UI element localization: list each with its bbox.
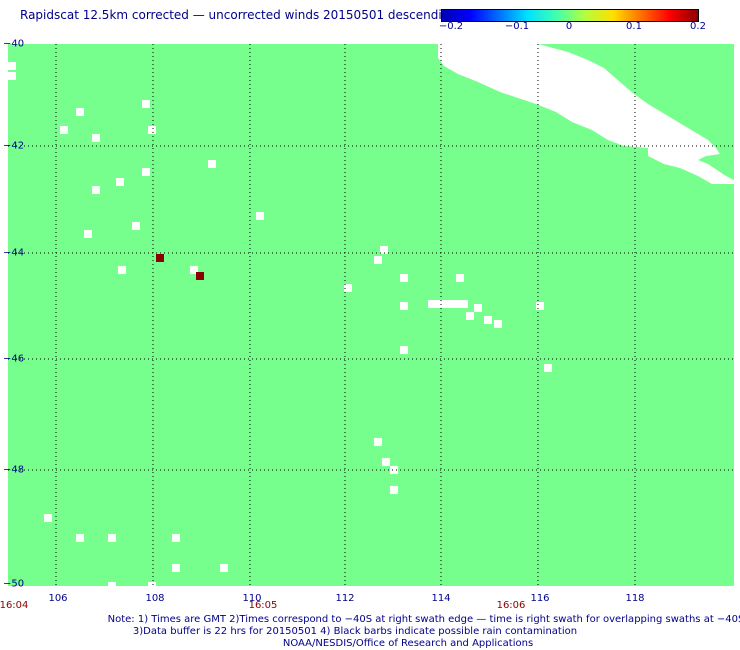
x-axis-label: 108 — [145, 593, 165, 604]
y-axis-label: −50 — [3, 578, 25, 590]
no-data-cell — [76, 108, 84, 116]
no-data-cell — [44, 514, 52, 522]
no-data-cell — [444, 300, 452, 308]
no-data-cell — [460, 300, 468, 308]
no-data-cell — [108, 582, 116, 586]
x-axis-label: 116 — [530, 593, 550, 604]
no-data-cell — [400, 274, 408, 282]
no-data-cell — [390, 466, 398, 474]
wind-map[interactable] — [8, 44, 734, 586]
no-data-cell — [484, 316, 492, 324]
no-data-cell — [382, 458, 390, 466]
x-axis-label: 118 — [625, 593, 645, 604]
note-line: Note: 1) Times are GMT 2)Times correspon… — [107, 614, 740, 625]
no-data-cell — [60, 126, 68, 134]
no-data-cell — [208, 160, 216, 168]
x-axis-label: 110 — [242, 593, 262, 604]
data-cell-high — [156, 254, 164, 262]
no-data-cell — [172, 534, 180, 542]
note-line: 3)Data buffer is 22 hrs for 20150501 4) … — [132, 626, 578, 637]
time-label: 16:05 — [248, 600, 278, 611]
no-data-cell — [380, 246, 388, 254]
x-axis-label: 112 — [335, 593, 355, 604]
no-data-cell — [374, 438, 382, 446]
colorbar-tick: 0 — [565, 21, 573, 32]
no-data-cell — [390, 486, 398, 494]
no-data-cell — [428, 300, 436, 308]
no-data-cell — [116, 178, 124, 186]
wind-map-canvas — [8, 44, 734, 586]
no-data-cell — [8, 72, 16, 80]
y-axis-label: −40 — [3, 38, 25, 50]
no-data-cell — [118, 266, 126, 274]
no-data-cell — [142, 168, 150, 176]
no-data-cell — [452, 300, 460, 308]
y-axis-label: −42 — [3, 140, 25, 152]
no-data-cell — [172, 564, 180, 572]
no-data-cell — [466, 312, 474, 320]
no-data-cell — [256, 212, 264, 220]
no-data-cell — [374, 256, 382, 264]
no-data-cell — [148, 126, 156, 134]
no-data-cell — [536, 302, 544, 310]
no-data-cell — [148, 582, 156, 586]
no-data-cell — [456, 274, 464, 282]
y-axis-label: −48 — [3, 464, 25, 476]
no-data-cell — [190, 266, 198, 274]
time-label: 16:04 — [0, 600, 29, 611]
no-data-cell — [544, 364, 552, 372]
x-axis-label: 106 — [48, 593, 68, 604]
no-data-cell — [400, 302, 408, 310]
chart-title: Rapidscat 12.5km corrected — uncorrected… — [20, 8, 457, 22]
no-data-region — [438, 44, 720, 162]
no-data-cell — [220, 564, 228, 572]
no-data-cell — [344, 284, 352, 292]
no-data-cell — [8, 62, 16, 70]
time-label: 16:06 — [496, 600, 526, 611]
colorbar-tick: 0.2 — [690, 21, 706, 32]
no-data-cell — [142, 100, 150, 108]
colorbar-tick: −0.1 — [504, 21, 530, 32]
no-data-cell — [132, 222, 140, 230]
no-data-cell — [400, 346, 408, 354]
no-data-cell — [494, 320, 502, 328]
colorbar-tick: 0.1 — [626, 21, 642, 32]
no-data-cell — [84, 230, 92, 238]
no-data-cell — [436, 300, 444, 308]
no-data-region — [648, 148, 734, 184]
no-data-cell — [108, 534, 116, 542]
no-data-cell — [92, 186, 100, 194]
x-axis-label: 114 — [431, 593, 451, 604]
no-data-cell — [474, 304, 482, 312]
colorbar — [441, 9, 699, 22]
y-axis-label: −44 — [3, 247, 25, 259]
note-line: NOAA/NESDIS/Office of Research and Appli… — [282, 638, 534, 649]
no-data-cell — [76, 534, 84, 542]
no-data-cell — [92, 134, 100, 142]
colorbar-tick: −0.2 — [438, 21, 464, 32]
y-axis-label: −46 — [3, 353, 25, 365]
data-cell-high — [196, 272, 204, 280]
